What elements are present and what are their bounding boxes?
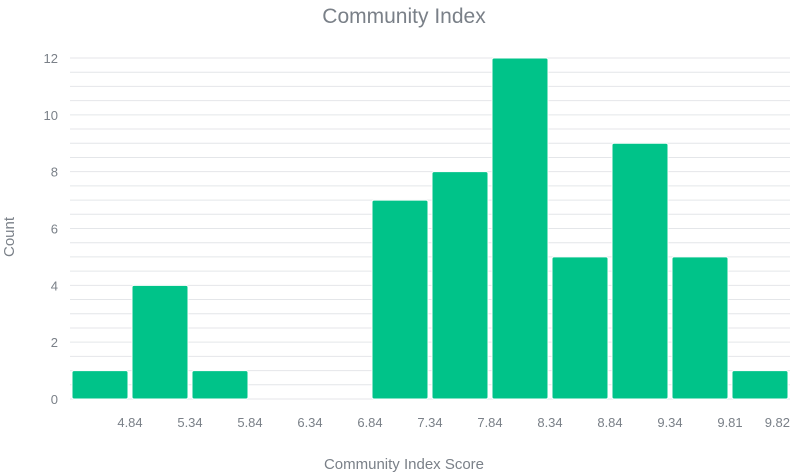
x-tick-label: 9.34 xyxy=(657,415,682,430)
histogram-bar xyxy=(131,284,189,400)
bars xyxy=(71,57,789,400)
histogram-bar xyxy=(371,199,429,400)
y-axis-label: Count xyxy=(1,216,18,257)
x-axis-label: Community Index Score xyxy=(324,456,484,473)
y-tick-label: 2 xyxy=(51,335,58,350)
histogram-bar xyxy=(551,256,609,400)
x-axis-ticks: 4.84 5.34 5.84 6.34 6.84 7.34 7.84 8.34 8.84 9.34… xyxy=(117,415,790,430)
y-tick-label: 4 xyxy=(51,278,58,293)
histogram-bar xyxy=(671,256,729,400)
y-tick-label: 8 xyxy=(51,165,58,180)
histogram-bar xyxy=(611,142,669,400)
x-tick-label: 6.84 xyxy=(357,415,382,430)
chart-title: Community Index xyxy=(322,5,486,28)
histogram-bar xyxy=(71,370,129,400)
x-tick-label: 7.84 xyxy=(477,415,502,430)
histogram-bar xyxy=(191,370,249,400)
y-axis-ticks: 0 2 4 6 8 10 12 xyxy=(44,51,58,407)
histogram-bar xyxy=(431,171,489,400)
histogram-bar xyxy=(731,370,789,400)
y-tick-label: 10 xyxy=(44,108,58,123)
x-tick-label: 5.34 xyxy=(177,415,202,430)
y-tick-label: 0 xyxy=(51,392,58,407)
x-tick-label: 7.34 xyxy=(417,415,442,430)
x-tick-label: 8.34 xyxy=(537,415,562,430)
x-tick-label: 4.84 xyxy=(117,415,142,430)
x-tick-label: 9.82 xyxy=(765,415,790,430)
grid-lines xyxy=(70,57,790,400)
x-tick-label: 9.81 xyxy=(717,415,742,430)
x-tick-label: 8.84 xyxy=(597,415,622,430)
y-tick-label: 6 xyxy=(51,222,58,237)
x-tick-label: 5.84 xyxy=(237,415,262,430)
y-tick-label: 12 xyxy=(44,51,58,66)
histogram-bar xyxy=(491,57,549,400)
x-tick-label: 6.34 xyxy=(297,415,322,430)
